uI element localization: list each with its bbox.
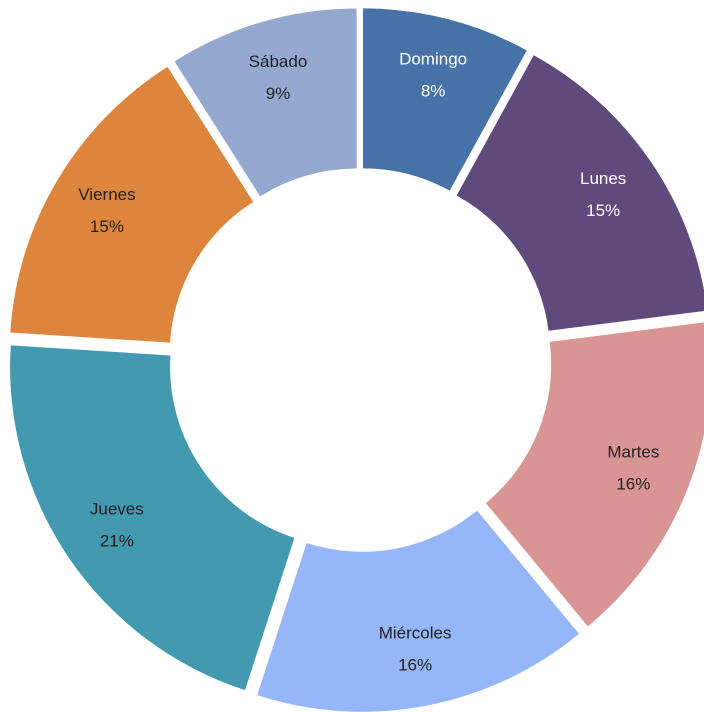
donut-segment [257, 510, 579, 712]
segment-value-label: 21% [100, 532, 134, 551]
segment-label: Sábado [249, 52, 308, 71]
donut-segment [362, 8, 527, 191]
donut-segment [485, 322, 704, 627]
segment-label: Lunes [580, 169, 626, 188]
donut-segment [174, 8, 357, 197]
donut-segment [10, 66, 254, 343]
segment-value-label: 16% [398, 655, 432, 674]
segment-value-label: 15% [586, 201, 620, 220]
donut-segment [456, 55, 704, 331]
segment-label: Jueves [90, 500, 144, 519]
segment-label: Miércoles [379, 623, 452, 642]
donut-segment [10, 345, 295, 691]
segment-label: Martes [607, 443, 659, 462]
segment-value-label: 15% [90, 217, 124, 236]
segment-value-label: 9% [266, 84, 291, 103]
segment-label: Viernes [78, 185, 135, 204]
segment-value-label: 16% [616, 475, 650, 494]
segment-label: Domingo [399, 50, 467, 69]
segment-value-label: 8% [421, 82, 446, 101]
